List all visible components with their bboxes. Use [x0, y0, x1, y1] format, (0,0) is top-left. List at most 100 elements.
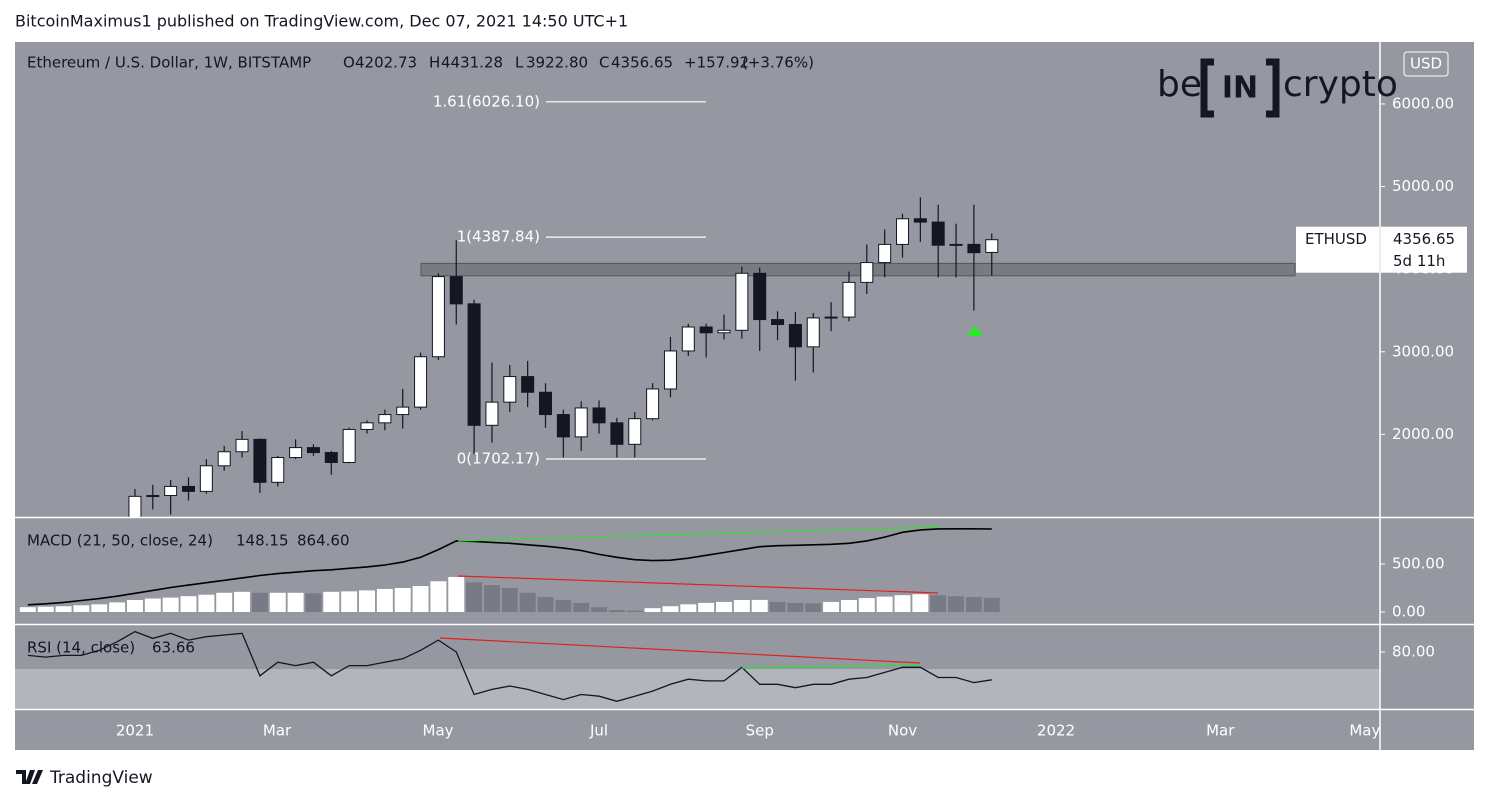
x-tick-label: Jul	[589, 722, 608, 740]
y-tick-label: 0.00	[1392, 602, 1425, 620]
candle-body	[878, 243, 892, 264]
x-tick-label: May	[1349, 722, 1380, 740]
resistance-zone	[420, 262, 1296, 277]
y-tick-label: 500.00	[1392, 554, 1445, 572]
price-tag-countdown: 5d 11h	[1393, 252, 1445, 270]
macd-histogram-bar	[680, 604, 697, 612]
watermark-left: be	[1157, 64, 1202, 105]
candle-body	[182, 485, 196, 492]
macd-histogram-bar	[876, 596, 893, 612]
candle-body	[806, 317, 820, 348]
macd-histogram-bar	[126, 599, 143, 612]
candle-body	[521, 376, 535, 393]
brand-logo	[16, 770, 43, 784]
macd-line-value: 864.60	[297, 532, 350, 550]
y-tick-label: 5000.00	[1392, 177, 1454, 195]
candle-body	[539, 391, 553, 416]
candle-body	[842, 281, 856, 318]
macd-histogram-bar	[591, 607, 608, 612]
candle-body	[574, 407, 588, 438]
bracket	[1266, 58, 1280, 118]
macd-histogram-bar	[912, 594, 929, 612]
price-tag-value: 4356.65	[1393, 230, 1455, 248]
candle-body	[556, 414, 570, 438]
macd-histogram-bar	[359, 590, 376, 612]
pane-separators	[15, 42, 1474, 750]
candle-body	[949, 243, 963, 246]
x-tick-label: May	[423, 722, 454, 740]
x-tick-label: Nov	[888, 722, 917, 740]
candle-body	[663, 350, 677, 390]
signal-arrow	[967, 326, 983, 336]
macd-histogram-bar	[751, 599, 768, 612]
macd-histogram-bar	[287, 592, 304, 612]
watermark: be IN crypto	[1157, 58, 1398, 118]
rsi-value: 63.66	[152, 639, 195, 657]
macd-histogram-bar	[662, 606, 679, 612]
macd-histogram-bar	[162, 597, 179, 612]
symbol-title: Ethereum / U.S. Dollar, 1W, BITSTAMP	[27, 54, 311, 72]
candle-body	[913, 218, 927, 223]
x-tick-label: Mar	[1206, 722, 1235, 740]
candle-body	[449, 276, 463, 305]
macd-histogram-bar	[573, 602, 590, 612]
macd-histogram-bar	[341, 591, 358, 612]
watermark-right: crypto	[1283, 64, 1398, 105]
candle-body	[128, 495, 142, 517]
bracket	[1200, 58, 1214, 118]
rsi-band	[15, 669, 1380, 709]
macd-histogram-bar	[608, 610, 625, 612]
change-percent: (+3.76%)	[742, 54, 814, 72]
candle-body	[467, 303, 481, 426]
macd-histogram-bar	[733, 599, 750, 612]
macd-histogram-bar	[216, 592, 233, 612]
macd-histogram-bar	[626, 610, 643, 612]
x-tick-label: 2021	[116, 722, 154, 740]
ohlc-value: 4431.28	[441, 54, 503, 72]
candle-body	[324, 452, 338, 463]
watermark-middle: IN	[1222, 71, 1258, 106]
macd-title: MACD (21, 50, close, 24)	[27, 532, 213, 550]
macd-histogram-bar	[930, 595, 947, 612]
candle-body	[824, 316, 838, 319]
ohlc-value: 4356.65	[611, 54, 673, 72]
macd-bear-divergence	[457, 575, 939, 594]
currency[interactable]: USD	[1410, 55, 1442, 73]
macd-histogram-bar	[894, 595, 911, 612]
macd-histogram-bar	[305, 593, 322, 612]
macd-histogram-bar	[948, 596, 965, 612]
rsi-title: RSI (14, close)	[27, 639, 135, 657]
price-pane: 1.61(6026.10) 1(4387.84) 0(1702.17)	[128, 92, 1296, 517]
macd-histogram-bar	[234, 591, 251, 612]
candle-body	[164, 485, 178, 497]
candle-body	[146, 495, 160, 498]
footer: TradingView	[16, 768, 153, 788]
macd-histogram-bar	[983, 597, 1000, 612]
x-tick-label: 2022	[1037, 722, 1075, 740]
x-tick-label: Sep	[746, 722, 774, 740]
macd-histogram-bar	[698, 602, 715, 612]
candle-body	[360, 422, 374, 430]
candle-body	[699, 326, 713, 334]
y-tick-label: 6000.00	[1392, 94, 1454, 112]
fib-label: 0(1702.17)	[457, 449, 540, 467]
currency-box[interactable]	[1403, 51, 1449, 77]
rsi-legend: RSI (14, close) 63.66	[27, 639, 195, 657]
symbol-legend: Ethereum / U.S. Dollar, 1W, BITSTAMP O 4…	[27, 54, 814, 72]
candle-body	[967, 243, 981, 254]
time-axis: 2021 Mar May Jul Sep Nov 2022 Mar May	[116, 722, 1380, 740]
fib-label: 1(4387.84)	[457, 228, 540, 246]
macd-legend: MACD (21, 50, close, 24) 148.15 864.60	[27, 532, 350, 550]
candle-body	[217, 451, 231, 467]
candle-body	[860, 262, 874, 283]
y-tick-label: 3000.00	[1392, 342, 1454, 360]
macd-histogram-bar	[555, 599, 572, 612]
candle-body	[592, 407, 606, 424]
candle-body	[985, 239, 999, 253]
brand[interactable]: TradingView	[49, 768, 153, 788]
macd-bull-divergence	[457, 526, 941, 542]
macd-histogram-bar	[394, 587, 411, 612]
macd-histogram-bar	[55, 606, 72, 612]
macd-histogram-bar	[91, 604, 108, 612]
